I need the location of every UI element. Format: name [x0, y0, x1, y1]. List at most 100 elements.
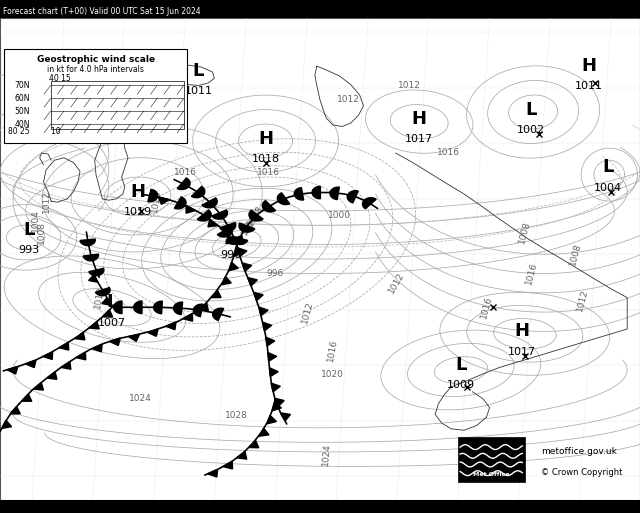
Polygon shape — [234, 248, 243, 256]
Text: L: L — [525, 101, 537, 119]
Text: 1018: 1018 — [150, 189, 163, 213]
Text: metoffice.gov.uk: metoffice.gov.uk — [541, 447, 617, 457]
Text: 1012: 1012 — [300, 300, 314, 324]
Text: 1012: 1012 — [575, 288, 589, 312]
Polygon shape — [275, 398, 284, 407]
Polygon shape — [220, 223, 236, 231]
Text: 80 25         10: 80 25 10 — [8, 127, 60, 136]
Text: 1008: 1008 — [37, 221, 46, 244]
Polygon shape — [248, 441, 259, 448]
Text: 1004: 1004 — [240, 213, 259, 238]
Polygon shape — [198, 303, 209, 310]
Text: 1020: 1020 — [321, 370, 344, 379]
Polygon shape — [228, 262, 238, 271]
Polygon shape — [7, 366, 18, 374]
Polygon shape — [47, 372, 57, 379]
Text: 1011: 1011 — [575, 82, 603, 91]
Polygon shape — [43, 352, 52, 360]
Polygon shape — [92, 344, 102, 352]
Text: 1000: 1000 — [328, 211, 351, 220]
Text: in kt for 4.0 hPa intervals: in kt for 4.0 hPa intervals — [47, 65, 144, 74]
Text: 1012: 1012 — [387, 271, 406, 295]
Polygon shape — [89, 322, 99, 329]
Text: L: L — [23, 221, 35, 239]
Text: Geostrophic wind scale: Geostrophic wind scale — [36, 55, 155, 65]
Text: L: L — [225, 226, 236, 244]
Text: 1012: 1012 — [93, 286, 106, 310]
Polygon shape — [221, 277, 231, 285]
Polygon shape — [102, 298, 111, 305]
Polygon shape — [186, 206, 196, 213]
Polygon shape — [166, 322, 176, 330]
Polygon shape — [277, 193, 290, 205]
Text: 1024: 1024 — [321, 443, 332, 466]
Polygon shape — [89, 274, 98, 282]
Text: 1012: 1012 — [42, 190, 51, 212]
Polygon shape — [102, 310, 113, 317]
Bar — [4, 49, 187, 143]
Polygon shape — [193, 304, 203, 317]
Polygon shape — [177, 178, 190, 189]
Text: 1016: 1016 — [436, 148, 460, 157]
Polygon shape — [158, 197, 170, 204]
Polygon shape — [362, 198, 376, 209]
Text: 1002: 1002 — [517, 125, 545, 135]
Text: 1008: 1008 — [569, 242, 583, 267]
Text: 996: 996 — [267, 269, 284, 278]
Polygon shape — [232, 236, 248, 245]
Polygon shape — [76, 352, 86, 360]
Polygon shape — [259, 428, 269, 436]
Polygon shape — [208, 220, 218, 227]
Text: L: L — [602, 159, 614, 176]
Text: 990: 990 — [220, 250, 241, 260]
Text: 1009: 1009 — [447, 381, 475, 390]
Polygon shape — [95, 288, 110, 295]
Text: H: H — [581, 57, 596, 75]
Polygon shape — [202, 198, 217, 208]
Polygon shape — [197, 210, 211, 221]
Polygon shape — [253, 292, 263, 301]
Polygon shape — [22, 394, 32, 401]
Polygon shape — [217, 227, 232, 237]
Polygon shape — [226, 236, 243, 244]
Polygon shape — [183, 313, 193, 321]
Bar — [51, 81, 184, 129]
Text: 1008: 1008 — [518, 220, 532, 245]
Polygon shape — [242, 263, 252, 271]
Text: H: H — [412, 110, 427, 128]
Polygon shape — [134, 301, 142, 313]
Polygon shape — [10, 407, 20, 414]
Polygon shape — [207, 469, 218, 477]
Polygon shape — [226, 236, 236, 244]
Polygon shape — [129, 334, 140, 341]
Polygon shape — [212, 308, 224, 320]
Text: 1016: 1016 — [326, 339, 339, 363]
Polygon shape — [280, 413, 291, 421]
Polygon shape — [59, 342, 68, 350]
Polygon shape — [148, 189, 157, 202]
Text: 1007: 1007 — [98, 318, 126, 328]
Polygon shape — [33, 383, 44, 390]
Text: © Crown Copyright: © Crown Copyright — [541, 468, 622, 477]
Polygon shape — [109, 338, 120, 346]
Polygon shape — [2, 420, 12, 428]
Polygon shape — [237, 248, 247, 256]
Text: 1016: 1016 — [257, 168, 280, 177]
Text: 1012: 1012 — [398, 81, 421, 90]
Polygon shape — [237, 451, 247, 459]
Text: 1019: 1019 — [124, 207, 152, 217]
Text: 1004: 1004 — [31, 209, 40, 232]
Polygon shape — [239, 223, 255, 232]
Polygon shape — [272, 402, 282, 411]
Polygon shape — [262, 322, 272, 331]
Text: H: H — [514, 322, 529, 341]
Polygon shape — [249, 210, 263, 221]
Polygon shape — [211, 290, 221, 298]
Text: 40N: 40N — [15, 120, 30, 129]
Text: H: H — [258, 129, 273, 148]
Text: 70N: 70N — [15, 81, 30, 90]
Polygon shape — [26, 360, 36, 368]
Text: 1024: 1024 — [129, 394, 152, 403]
Polygon shape — [262, 201, 276, 212]
Polygon shape — [83, 254, 99, 261]
